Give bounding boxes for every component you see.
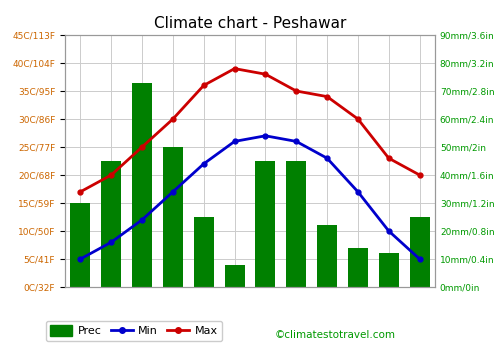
Bar [132, 83, 152, 287]
Title: Climate chart - Peshawar: Climate chart - Peshawar [154, 16, 346, 31]
Bar [410, 217, 430, 287]
Bar [194, 217, 214, 287]
Bar [70, 203, 90, 287]
Bar [256, 161, 276, 287]
Bar [163, 147, 183, 287]
Text: ©climatestotravel.com: ©climatestotravel.com [275, 329, 396, 340]
Legend: Prec, Min, Max: Prec, Min, Max [46, 321, 222, 341]
Bar [378, 253, 399, 287]
Bar [101, 161, 121, 287]
Bar [224, 265, 244, 287]
Bar [317, 225, 337, 287]
Bar [348, 248, 368, 287]
Bar [286, 161, 306, 287]
